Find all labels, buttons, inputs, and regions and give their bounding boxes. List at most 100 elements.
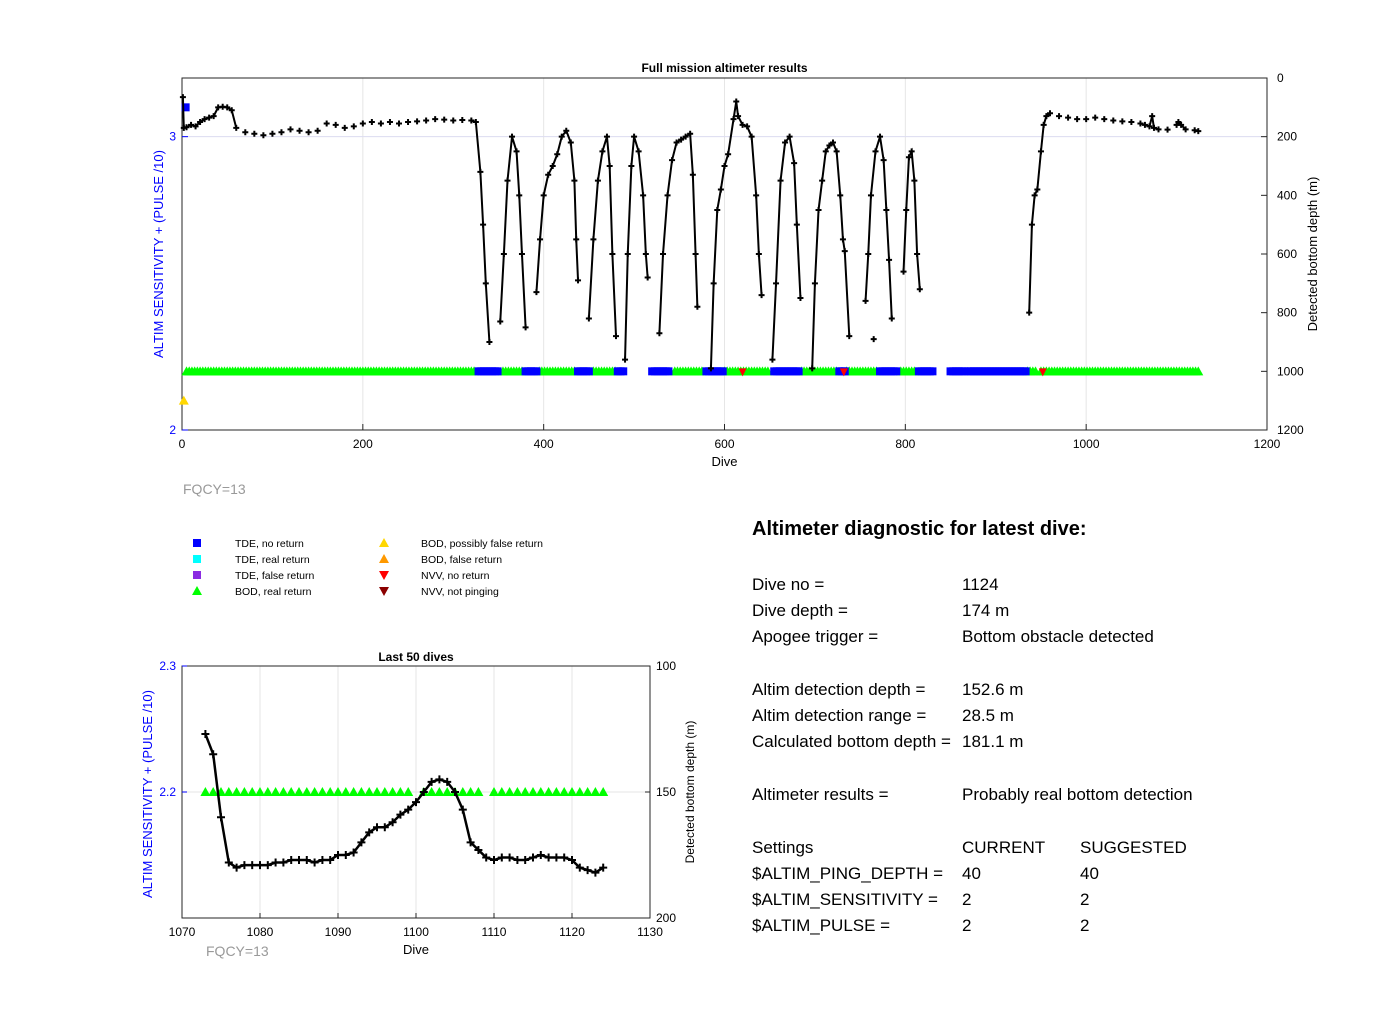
depth-point bbox=[477, 168, 484, 175]
depth-point bbox=[914, 251, 921, 257]
status-marker bbox=[270, 787, 281, 796]
inset-yl-tick-label: 2.3 bbox=[159, 659, 176, 673]
depth-point bbox=[380, 823, 389, 832]
status-marker bbox=[325, 787, 336, 796]
status-marker bbox=[598, 787, 609, 796]
legend-swatch bbox=[379, 571, 389, 580]
depth-point bbox=[217, 813, 225, 822]
depth-point bbox=[609, 251, 616, 257]
depth-point bbox=[744, 123, 751, 130]
depth-point bbox=[573, 236, 580, 243]
main-x-tick-label: 0 bbox=[179, 437, 186, 451]
depth-point bbox=[664, 192, 671, 199]
status-marker bbox=[247, 787, 258, 796]
status-marker bbox=[317, 787, 328, 796]
main-yr-tick-label: 200 bbox=[1277, 130, 1297, 144]
depth-point bbox=[540, 192, 547, 199]
inset-yr-tick-label: 100 bbox=[656, 659, 676, 673]
diag-value: 152.6 m bbox=[962, 680, 1024, 699]
setting-label: $ALTIM_SENSITIVITY = bbox=[752, 890, 938, 909]
depth-point bbox=[396, 120, 402, 127]
depth-point bbox=[427, 777, 436, 786]
depth-point bbox=[1065, 114, 1072, 121]
depth-point bbox=[505, 853, 514, 862]
inset-x-tick-label: 1080 bbox=[247, 925, 274, 939]
depth-point bbox=[563, 127, 570, 134]
status-marker bbox=[574, 787, 585, 796]
depth-point bbox=[1137, 120, 1144, 127]
main-x-tick-label: 600 bbox=[714, 437, 734, 451]
depth-point bbox=[682, 133, 689, 140]
depth-point bbox=[302, 856, 311, 865]
status-marker bbox=[278, 787, 289, 796]
main-bottom-depth-series bbox=[179, 94, 1202, 372]
legend-label: TDE, real return bbox=[235, 554, 310, 566]
depth-point bbox=[826, 142, 833, 149]
legend-swatch bbox=[193, 571, 201, 579]
depth-point bbox=[326, 856, 335, 865]
depth-point bbox=[1034, 186, 1041, 193]
depth-point bbox=[474, 845, 483, 854]
status-marker bbox=[231, 787, 242, 796]
inset-x-tick-label: 1070 bbox=[169, 925, 196, 939]
depth-point bbox=[260, 132, 267, 139]
depth-point bbox=[769, 356, 776, 363]
depth-point bbox=[432, 116, 439, 123]
depth-point bbox=[748, 133, 755, 140]
status-marker bbox=[582, 787, 593, 796]
depth-point bbox=[1128, 119, 1135, 125]
setting-suggested: 40 bbox=[1080, 864, 1099, 883]
depth-line-segment bbox=[624, 136, 649, 360]
diag-value: Bottom obstacle detected bbox=[962, 627, 1154, 646]
inset-x-tick-label: 1130 bbox=[637, 925, 663, 939]
depth-point bbox=[365, 828, 374, 837]
status-marker-early bbox=[181, 103, 190, 112]
depth-point bbox=[640, 192, 647, 199]
main-fqcy-annotation: FQCY=13 bbox=[183, 481, 246, 497]
depth-point bbox=[419, 788, 428, 796]
status-marker bbox=[718, 367, 727, 376]
setting-current: 2 bbox=[962, 890, 972, 909]
status-marker-nvv bbox=[738, 368, 747, 377]
depth-point bbox=[504, 177, 511, 184]
depth-point bbox=[248, 861, 257, 870]
status-marker bbox=[457, 787, 468, 796]
depth-point bbox=[916, 286, 923, 293]
depth-point bbox=[206, 114, 213, 121]
depth-point bbox=[468, 117, 475, 124]
depth-point bbox=[552, 853, 561, 862]
legend-label: NVV, not pinging bbox=[421, 586, 499, 598]
depth-line-segment bbox=[864, 136, 893, 319]
inset-y-right-label: Detected bottom depth (m) bbox=[683, 721, 697, 864]
depth-point bbox=[516, 192, 523, 199]
depth-point bbox=[318, 856, 327, 865]
status-marker bbox=[892, 367, 901, 376]
depth-point bbox=[644, 274, 651, 281]
depth-point bbox=[349, 848, 358, 857]
depth-point bbox=[263, 861, 272, 870]
depth-point bbox=[396, 810, 405, 819]
depth-point bbox=[1040, 121, 1047, 128]
depth-point bbox=[1150, 124, 1157, 131]
depth-point bbox=[773, 280, 780, 287]
legend-swatch bbox=[379, 538, 389, 547]
main-x-tick-label: 800 bbox=[895, 437, 915, 451]
depth-point bbox=[521, 856, 530, 865]
depth-point bbox=[435, 775, 444, 784]
legend-label: TDE, no return bbox=[235, 538, 304, 550]
depth-line-segment bbox=[471, 119, 491, 343]
status-marker bbox=[348, 787, 359, 796]
depth-point bbox=[591, 868, 600, 877]
status-marker bbox=[262, 787, 273, 796]
depth-point bbox=[883, 207, 890, 213]
setting-current: 2 bbox=[962, 916, 972, 935]
status-marker bbox=[496, 787, 507, 796]
depth-point bbox=[590, 236, 597, 243]
status-marker bbox=[493, 367, 502, 376]
depth-point bbox=[714, 207, 721, 213]
depth-point bbox=[341, 124, 348, 131]
inset-x-tick-label: 1100 bbox=[403, 925, 429, 939]
inset-x-label: Dive bbox=[403, 942, 429, 957]
status-marker bbox=[928, 367, 937, 376]
depth-point bbox=[606, 163, 613, 169]
